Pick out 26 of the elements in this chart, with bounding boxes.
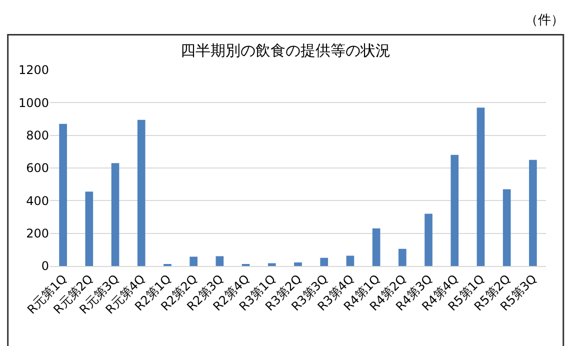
bar [320, 258, 328, 266]
y-tick-label: 1000 [18, 96, 49, 110]
bar [137, 120, 146, 266]
y-tick-label: 1200 [18, 63, 49, 78]
bar [502, 189, 511, 266]
bar [268, 263, 276, 266]
bar [346, 256, 354, 266]
bar [294, 262, 302, 266]
bar [450, 154, 459, 266]
y-tick-label: 800 [26, 128, 49, 143]
chart-title: 四半期別の飲食の提供等の状況 [180, 41, 390, 60]
bar [85, 192, 94, 266]
bar [372, 228, 380, 266]
y-tick-label: 200 [26, 226, 49, 241]
y-tick-label: 600 [26, 161, 49, 176]
bar [476, 108, 485, 266]
bar [59, 124, 67, 266]
y-tick-label: 400 [26, 194, 49, 208]
bar [111, 163, 120, 266]
bar [398, 248, 406, 266]
bar [190, 256, 198, 266]
text: （件） [525, 13, 564, 28]
bar [424, 214, 432, 266]
bar [529, 160, 537, 266]
bar [216, 256, 224, 266]
y-tick-label: 0 [41, 259, 49, 274]
